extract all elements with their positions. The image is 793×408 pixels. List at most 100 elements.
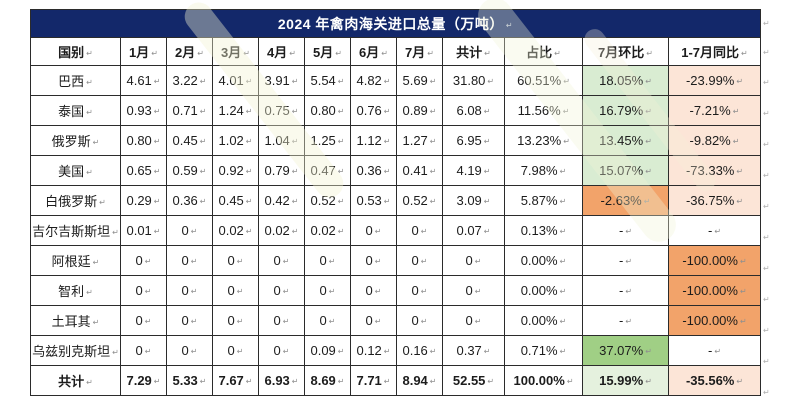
- yoy-cell[interactable]: -35.56% ↵: [668, 365, 761, 396]
- country-cell[interactable]: 美国 ↵: [30, 155, 121, 186]
- month-cell[interactable]: 0 ↵: [212, 335, 259, 366]
- month-cell[interactable]: 1.04 ↵: [258, 125, 305, 156]
- mom-cell[interactable]: 18.05% ↵: [582, 65, 669, 96]
- share-cell[interactable]: 11.56% ↵: [504, 95, 583, 126]
- month-cell[interactable]: 0.80 ↵: [304, 95, 351, 126]
- month-cell[interactable]: 0.45 ↵: [212, 185, 259, 216]
- month-cell[interactable]: 0.02 ↵: [212, 215, 259, 246]
- country-cell[interactable]: 阿根廷 ↵: [30, 245, 121, 276]
- share-cell[interactable]: 13.23% ↵: [504, 125, 583, 156]
- month-cell[interactable]: 8.69 ↵: [304, 365, 351, 396]
- country-cell[interactable]: 土耳其 ↵: [30, 305, 121, 336]
- month-cell[interactable]: 5.54 ↵: [304, 65, 351, 96]
- mom-cell[interactable]: - ↵: [582, 215, 669, 246]
- month-cell[interactable]: 3.22 ↵: [166, 65, 213, 96]
- column-header-0[interactable]: 国别 ↵: [30, 37, 121, 66]
- yoy-cell[interactable]: - ↵: [668, 215, 761, 246]
- total-cell[interactable]: 4.19 ↵: [442, 155, 505, 186]
- yoy-cell[interactable]: -100.00% ↵: [668, 245, 761, 276]
- month-cell[interactable]: 5.69 ↵: [396, 65, 443, 96]
- month-cell[interactable]: 0 ↵: [350, 305, 397, 336]
- month-cell[interactable]: 0 ↵: [304, 245, 351, 276]
- country-cell[interactable]: 智利 ↵: [30, 275, 121, 306]
- total-cell[interactable]: 6.08 ↵: [442, 95, 505, 126]
- month-cell[interactable]: 0.16 ↵: [396, 335, 443, 366]
- column-header-7[interactable]: 7月 ↵: [396, 37, 443, 66]
- month-cell[interactable]: 0 ↵: [258, 245, 305, 276]
- month-cell[interactable]: 0 ↵: [396, 275, 443, 306]
- column-header-3[interactable]: 3月 ↵: [212, 37, 259, 66]
- yoy-cell[interactable]: -7.21% ↵: [668, 95, 761, 126]
- country-cell[interactable]: 白俄罗斯 ↵: [30, 185, 121, 216]
- month-cell[interactable]: 0.59 ↵: [166, 155, 213, 186]
- column-header-8[interactable]: 共计 ↵: [442, 37, 505, 66]
- month-cell[interactable]: 0.36 ↵: [166, 185, 213, 216]
- share-cell[interactable]: 7.98% ↵: [504, 155, 583, 186]
- month-cell[interactable]: 0.29 ↵: [120, 185, 167, 216]
- total-cell[interactable]: 0 ↵: [442, 305, 505, 336]
- month-cell[interactable]: 0.45 ↵: [166, 125, 213, 156]
- month-cell[interactable]: 4.61 ↵: [120, 65, 167, 96]
- month-cell[interactable]: 0.09 ↵: [304, 335, 351, 366]
- yoy-cell[interactable]: -100.00% ↵: [668, 275, 761, 306]
- month-cell[interactable]: 0.02 ↵: [258, 215, 305, 246]
- month-cell[interactable]: 0.47 ↵: [304, 155, 351, 186]
- yoy-cell[interactable]: -9.82% ↵: [668, 125, 761, 156]
- month-cell[interactable]: 0.01 ↵: [120, 215, 167, 246]
- month-cell[interactable]: 7.29 ↵: [120, 365, 167, 396]
- country-cell[interactable]: 共计 ↵: [30, 365, 121, 396]
- month-cell[interactable]: 1.25 ↵: [304, 125, 351, 156]
- month-cell[interactable]: 1.27 ↵: [396, 125, 443, 156]
- yoy-cell[interactable]: - ↵: [668, 335, 761, 366]
- month-cell[interactable]: 6.93 ↵: [258, 365, 305, 396]
- month-cell[interactable]: 0 ↵: [166, 305, 213, 336]
- month-cell[interactable]: 0 ↵: [120, 305, 167, 336]
- month-cell[interactable]: 4.01 ↵: [212, 65, 259, 96]
- month-cell[interactable]: 0 ↵: [258, 305, 305, 336]
- month-cell[interactable]: 0 ↵: [350, 215, 397, 246]
- month-cell[interactable]: 0 ↵: [120, 275, 167, 306]
- total-cell[interactable]: 31.80 ↵: [442, 65, 505, 96]
- month-cell[interactable]: 0.42 ↵: [258, 185, 305, 216]
- country-cell[interactable]: 泰国 ↵: [30, 95, 121, 126]
- total-cell[interactable]: 52.55 ↵: [442, 365, 505, 396]
- month-cell[interactable]: 0 ↵: [396, 305, 443, 336]
- month-cell[interactable]: 0 ↵: [120, 245, 167, 276]
- mom-cell[interactable]: 16.79% ↵: [582, 95, 669, 126]
- month-cell[interactable]: 0 ↵: [212, 275, 259, 306]
- share-cell[interactable]: 0.13% ↵: [504, 215, 583, 246]
- month-cell[interactable]: 0.52 ↵: [396, 185, 443, 216]
- yoy-cell[interactable]: -23.99% ↵: [668, 65, 761, 96]
- total-cell[interactable]: 0.07 ↵: [442, 215, 505, 246]
- month-cell[interactable]: 0.41 ↵: [396, 155, 443, 186]
- share-cell[interactable]: 60.51% ↵: [504, 65, 583, 96]
- month-cell[interactable]: 0.89 ↵: [396, 95, 443, 126]
- country-cell[interactable]: 吉尔吉斯斯坦 ↵: [30, 215, 121, 246]
- share-cell[interactable]: 0.71% ↵: [504, 335, 583, 366]
- share-cell[interactable]: 5.87% ↵: [504, 185, 583, 216]
- month-cell[interactable]: 0.92 ↵: [212, 155, 259, 186]
- total-cell[interactable]: 6.95 ↵: [442, 125, 505, 156]
- month-cell[interactable]: 0.75 ↵: [258, 95, 305, 126]
- mom-cell[interactable]: - ↵: [582, 275, 669, 306]
- mom-cell[interactable]: -2.63% ↵: [582, 185, 669, 216]
- month-cell[interactable]: 7.71 ↵: [350, 365, 397, 396]
- month-cell[interactable]: 0.71 ↵: [166, 95, 213, 126]
- column-header-4[interactable]: 4月 ↵: [258, 37, 305, 66]
- month-cell[interactable]: 1.24 ↵: [212, 95, 259, 126]
- month-cell[interactable]: 0.53 ↵: [350, 185, 397, 216]
- share-cell[interactable]: 100.00% ↵: [504, 365, 583, 396]
- month-cell[interactable]: 7.67 ↵: [212, 365, 259, 396]
- month-cell[interactable]: 0.79 ↵: [258, 155, 305, 186]
- month-cell[interactable]: 0 ↵: [304, 275, 351, 306]
- month-cell[interactable]: 0.93 ↵: [120, 95, 167, 126]
- yoy-cell[interactable]: -73.33% ↵: [668, 155, 761, 186]
- month-cell[interactable]: 0.02 ↵: [304, 215, 351, 246]
- month-cell[interactable]: 0 ↵: [166, 275, 213, 306]
- month-cell[interactable]: 0 ↵: [166, 215, 213, 246]
- month-cell[interactable]: 0 ↵: [258, 335, 305, 366]
- column-header-9[interactable]: 占比 ↵: [504, 37, 583, 66]
- month-cell[interactable]: 0 ↵: [212, 245, 259, 276]
- month-cell[interactable]: 1.02 ↵: [212, 125, 259, 156]
- month-cell[interactable]: 0 ↵: [396, 215, 443, 246]
